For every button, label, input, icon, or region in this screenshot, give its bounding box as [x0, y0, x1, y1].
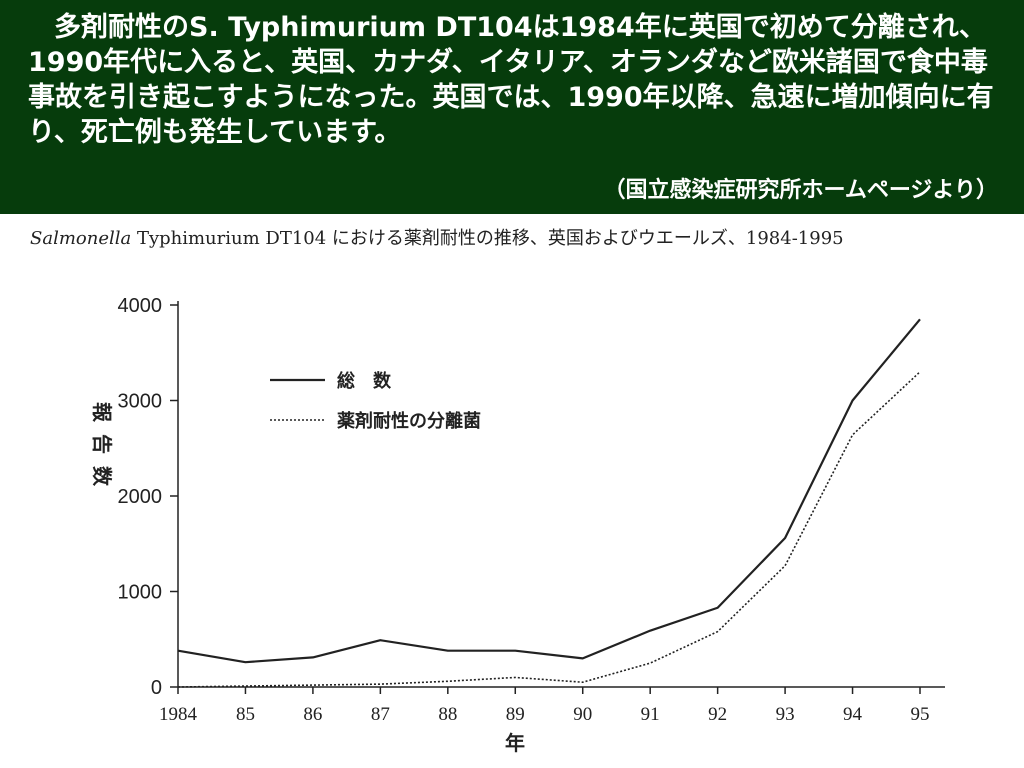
series-line-resistant — [177, 371, 921, 688]
legend-label: 薬剤耐性の分離菌 — [337, 410, 481, 432]
x-tick-label: 91 — [641, 704, 660, 725]
chart-axes: 0 1000 2000 3000 4000 1984 85 86 87 88 89 90 91 92 93 9… — [118, 295, 945, 725]
y-tick-label: 2000 — [118, 486, 163, 508]
x-tick-label: 86 — [303, 704, 322, 725]
x-tick-label: 90 — [573, 704, 592, 725]
y-tick-label: 4000 — [118, 295, 163, 317]
legend-label: 総 数 — [337, 370, 392, 392]
chart-title-rest: Typhimurium DT104 における薬剤耐性の推移、英国およびウエールズ… — [131, 228, 844, 249]
series-line-total — [177, 318, 921, 664]
header-source: （国立感染症研究所ホームページより） — [603, 178, 998, 203]
x-tick-label: 1984 — [159, 704, 198, 725]
chart-series — [177, 318, 921, 688]
x-tick-label: 87 — [371, 704, 390, 725]
y-tick-label: 1000 — [118, 582, 163, 604]
x-axis-title: 年 — [505, 731, 525, 755]
header-panel: 多剤耐性のS. Typhimurium DT104は1984年に英国で初めて分離… — [0, 0, 1024, 214]
x-tick-label: 85 — [236, 704, 255, 725]
x-tick-label: 92 — [708, 704, 727, 725]
x-tick-label: 93 — [776, 704, 795, 725]
x-tick-label: 88 — [438, 704, 457, 725]
line-chart: 0 1000 2000 3000 4000 1984 85 86 87 88 89 90 91 92 93 9… — [90, 295, 945, 755]
x-tick-label: 89 — [506, 704, 525, 725]
chart-title-italic: Salmonella — [30, 228, 132, 249]
y-tick-label: 0 — [151, 677, 162, 699]
header-description: 多剤耐性のS. Typhimurium DT104は1984年に英国で初めて分離… — [28, 12, 994, 148]
y-axis-title: 報告数 — [90, 402, 114, 498]
x-tick-label: 94 — [843, 704, 863, 725]
chart-title: Salmonella Typhimurium DT104 における薬剤耐性の推移… — [30, 224, 1020, 250]
x-tick-label: 95 — [911, 704, 930, 725]
y-tick-label: 3000 — [118, 391, 163, 413]
